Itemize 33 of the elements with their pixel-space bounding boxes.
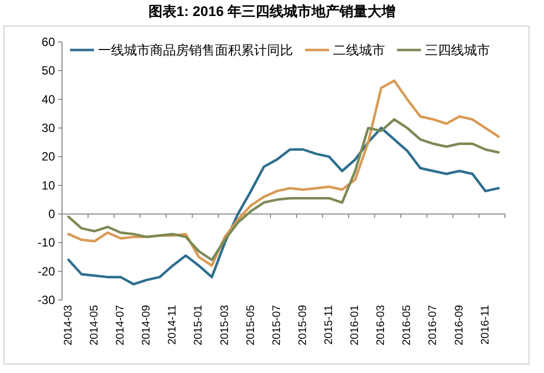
y-tick-label: 20	[42, 150, 56, 164]
chart-title: 图表1: 2016 年三四线城市地产销量大增	[148, 3, 396, 19]
legend-label: 一线城市商品房销售面积累计同比	[98, 42, 293, 58]
x-tick-label: 2016-11	[479, 305, 492, 345]
x-tick-label: 2016-05	[401, 305, 414, 346]
x-tick-label: 2014-05	[88, 305, 100, 346]
y-tick-label: 0	[48, 207, 56, 221]
x-tick-label: 2016-01	[349, 305, 362, 346]
x-tick-label: 2016-03	[375, 305, 388, 346]
x-tick-label: 2014-09	[140, 305, 153, 346]
x-tick-label: 2014-03	[62, 305, 74, 346]
legend-label: 二线城市	[333, 42, 385, 58]
x-tick-label: 2016-09	[453, 305, 466, 346]
legend-label: 三四线城市	[425, 42, 490, 58]
y-tick-label: -20	[38, 264, 56, 278]
x-tick-label: 2015-05	[244, 305, 257, 346]
y-tick-label: -10	[38, 236, 56, 250]
y-tick-label: 50	[42, 64, 56, 78]
x-tick-label: 2014-07	[114, 305, 127, 346]
x-tick-label: 2015-01	[192, 305, 205, 346]
y-tick-label: 60	[42, 35, 56, 49]
x-tick-label: 2016-07	[427, 305, 440, 346]
x-tick-label: 2015-09	[296, 305, 309, 346]
y-tick-label: 30	[42, 121, 56, 135]
x-tick-label: 2014-11	[166, 305, 179, 345]
x-tick-label: 2015-07	[270, 305, 283, 346]
x-tick-label: 2015-11	[323, 305, 336, 345]
x-tick-label: 2015-03	[218, 305, 231, 346]
line-series	[67, 118, 500, 262]
y-tick-label: 10	[42, 178, 56, 192]
y-tick-label: -30	[38, 293, 56, 307]
line-series	[67, 126, 500, 286]
y-tick-label: 40	[42, 92, 56, 106]
